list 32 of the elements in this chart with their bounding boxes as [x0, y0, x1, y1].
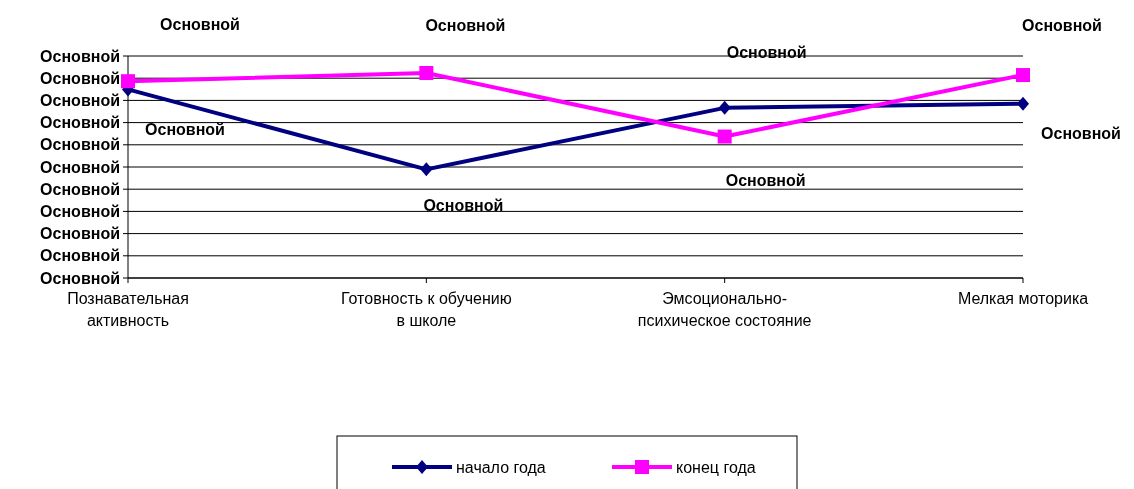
annotation: Основной — [423, 197, 504, 215]
text: Основной — [40, 225, 120, 243]
annotation: Основной — [40, 69, 120, 87]
annotation: Основной — [1041, 124, 1121, 142]
point — [1017, 96, 1029, 111]
annotation: Основной — [425, 17, 506, 34]
point — [419, 66, 434, 80]
point — [420, 162, 433, 177]
point — [121, 74, 135, 89]
annotation: Основной — [726, 43, 807, 61]
annotation: Основной — [145, 121, 225, 139]
annotation: Основной — [725, 171, 806, 189]
x-tick-label: Мелкая моторика — [957, 290, 1089, 307]
text: Основной — [160, 16, 240, 34]
point — [717, 129, 732, 144]
text: Основной — [40, 269, 120, 287]
text: Основной — [40, 203, 120, 220]
text: Основной — [40, 158, 120, 176]
text: Основной — [40, 136, 120, 154]
point — [1016, 68, 1030, 83]
text: Основной — [40, 180, 120, 198]
point — [718, 100, 731, 115]
x-tick-label: Познавательная активность — [67, 290, 189, 329]
text: Основной — [40, 47, 120, 65]
annotation: Основной — [1022, 17, 1102, 35]
text: Основной — [40, 247, 120, 265]
x-tick-label: Эмсоционально-психическое состояние — [637, 290, 812, 329]
text: Основной — [40, 114, 120, 132]
annotation: Основной — [40, 92, 120, 109]
x-tick-label: Готовность к обучению в школе — [340, 290, 512, 329]
legend-label: начало года — [456, 458, 546, 476]
legend-label: конец года — [676, 458, 756, 476]
